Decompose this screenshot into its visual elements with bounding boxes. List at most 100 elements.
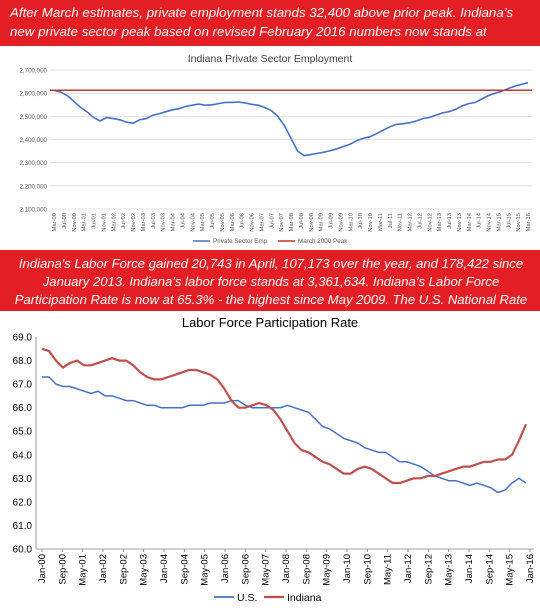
y-tick-label: 2,400,000 (19, 137, 47, 144)
x-tick-label: Nov-01 (101, 213, 107, 232)
x-tick-label: Mar-10 (348, 213, 354, 231)
x-tick-label: Nov-05 (220, 213, 226, 232)
x-tick-label: Mar-01 (82, 213, 88, 231)
x-tick-label: Jul-12 (417, 213, 423, 229)
y-tick-label: 60.0 (13, 545, 33, 556)
x-tick-label: Sep-04 (179, 554, 190, 585)
y-tick-label: 66.0 (13, 403, 33, 414)
x-tick-label: Sep-06 (240, 554, 251, 585)
x-tick-label: Nov-09 (338, 213, 344, 232)
legend-label-us: U.S. (237, 592, 257, 604)
participation-chart: Labor Force Participation Rate 60.0 61.0 6… (0, 311, 540, 611)
y-tick-label: 2,300,000 (19, 160, 47, 167)
x-tick-label: Jul-08 (299, 213, 305, 229)
x-tick-label: Jul-05 (210, 213, 216, 229)
x-tick-label: Nov-08 (309, 213, 315, 232)
x-tick-label: Nov-04 (190, 212, 196, 231)
middle-banner: Indiana's Labor Force gained 20,743 in A… (0, 250, 540, 325)
x-tick-label: May-05 (200, 554, 211, 586)
x-tick-label: Jan-12 (403, 554, 414, 583)
x-tick-label: Jul-09 (329, 213, 335, 229)
x-tick-label: Mar-07 (259, 213, 265, 231)
x-tick-label: Jul-15 (506, 213, 512, 229)
x-tick-label: Nov-06 (250, 213, 256, 232)
x-tick-label: Sep-00 (57, 554, 68, 585)
x-tick-label: Sep-08 (301, 554, 312, 585)
x-tick-label: Jul-14 (477, 212, 483, 229)
participation-chart-title: Labor Force Participation Rate (182, 315, 358, 330)
y-tick-label: 2,600,000 (19, 91, 47, 98)
x-tick-label: Jul-02 (121, 213, 127, 229)
series-line-private-sector-emp (53, 81, 529, 157)
legend-label-march-2000-peak: March 2000 Peak (298, 238, 348, 245)
x-tick-label: Jan-04 (159, 554, 170, 583)
y-tick-label: 61.0 (13, 521, 33, 532)
x-tick-label: Jan-14 (464, 554, 475, 583)
x-tick-label: Mar-16 (526, 213, 532, 231)
employment-chart: Indiana Private Sector Employment 2,100,… (0, 46, 540, 255)
legend-label-indiana: Indiana (287, 592, 322, 604)
x-tick-label: Jan-10 (342, 554, 353, 583)
employment-chart-title: Indiana Private Sector Employment (188, 53, 353, 65)
x-tick-label: Mar-13 (437, 213, 443, 231)
employment-chart-svg: Indiana Private Sector Employment 2,100,… (19, 53, 532, 245)
x-tick-label: Jul-11 (388, 213, 394, 228)
x-tick-label: Sep-10 (362, 554, 373, 585)
series-line-u-s (42, 376, 527, 494)
header-banner-text: After March estimates, private employmen… (10, 5, 514, 58)
x-tick-label: Mar-00 (52, 213, 58, 231)
legend-label-private-sector-emp: Private Sector Emp (213, 238, 268, 245)
x-tick-label: Mar-15 (496, 213, 502, 231)
x-tick-label: Nov-12 (427, 213, 433, 232)
participation-chart-svg: Labor Force Participation Rate 60.0 61.0 6… (13, 315, 536, 604)
y-tick-label: 69.0 (13, 333, 33, 344)
x-tick-label: Nov-02 (131, 213, 137, 232)
x-tick-label: Jan-16 (525, 554, 536, 583)
x-tick-label: May-13 (444, 554, 455, 586)
x-tick-label: Jan-08 (281, 554, 292, 583)
x-tick-label: May-15 (505, 554, 516, 586)
x-tick-label: Sep-02 (118, 554, 129, 585)
x-tick-label: Jul-00 (62, 213, 68, 229)
x-tick-label: Mar-02 (111, 213, 117, 231)
x-tick-label: Jul-06 (240, 213, 246, 229)
x-tick-label: Jan-00 (37, 554, 48, 583)
x-tick-label: Sep-14 (484, 554, 495, 585)
x-tick-label: Nov-14 (487, 212, 493, 231)
y-tick-label: 2,700,000 (19, 68, 47, 75)
x-tick-label: Mar-14 (467, 212, 473, 231)
y-tick-label: 68.0 (13, 356, 33, 367)
x-tick-label: Jul-13 (447, 213, 453, 229)
x-tick-label: Jan-02 (98, 554, 109, 583)
x-tick-label: Nov-15 (516, 213, 522, 232)
y-tick-label: 2,100,000 (19, 207, 47, 214)
x-tick-label: Jan-06 (220, 554, 231, 583)
x-tick-label: Nov-13 (457, 213, 463, 232)
x-tick-label: Mar-06 (230, 213, 236, 231)
x-tick-label: Mar-05 (200, 213, 206, 231)
x-tick-label: Mar-08 (289, 213, 295, 231)
x-tick-label: Nov-10 (368, 213, 374, 232)
y-tick-label: 2,200,000 (19, 183, 47, 190)
x-tick-label: Jul-07 (269, 213, 275, 229)
series-line-indiana (41, 347, 528, 485)
x-tick-label: Nov-07 (279, 213, 285, 232)
x-tick-label: May-03 (139, 554, 150, 586)
x-tick-label: Nov-11 (398, 213, 404, 231)
y-tick-label: 67.0 (13, 380, 33, 391)
x-tick-label: Mar-03 (141, 213, 147, 231)
x-tick-label: Jul-10 (358, 213, 364, 229)
x-tick-label: May-07 (261, 554, 272, 586)
x-tick-label: May-09 (322, 554, 333, 586)
x-tick-label: Sep-12 (423, 554, 434, 585)
x-tick-label: Mar-04 (171, 212, 177, 231)
middle-banner-text: Indiana's Labor Force gained 20,743 in A… (14, 256, 528, 325)
y-tick-label: 2,500,000 (19, 114, 47, 121)
x-tick-label: Nov-03 (161, 213, 167, 232)
x-tick-label: Mar-11 (378, 213, 384, 231)
y-tick-label: 65.0 (13, 427, 33, 438)
x-tick-label: Jul-01 (92, 213, 98, 229)
x-tick-label: Jul-03 (151, 213, 157, 229)
header-banner: After March estimates, private employmen… (0, 0, 540, 58)
x-tick-label: May-01 (78, 554, 89, 586)
